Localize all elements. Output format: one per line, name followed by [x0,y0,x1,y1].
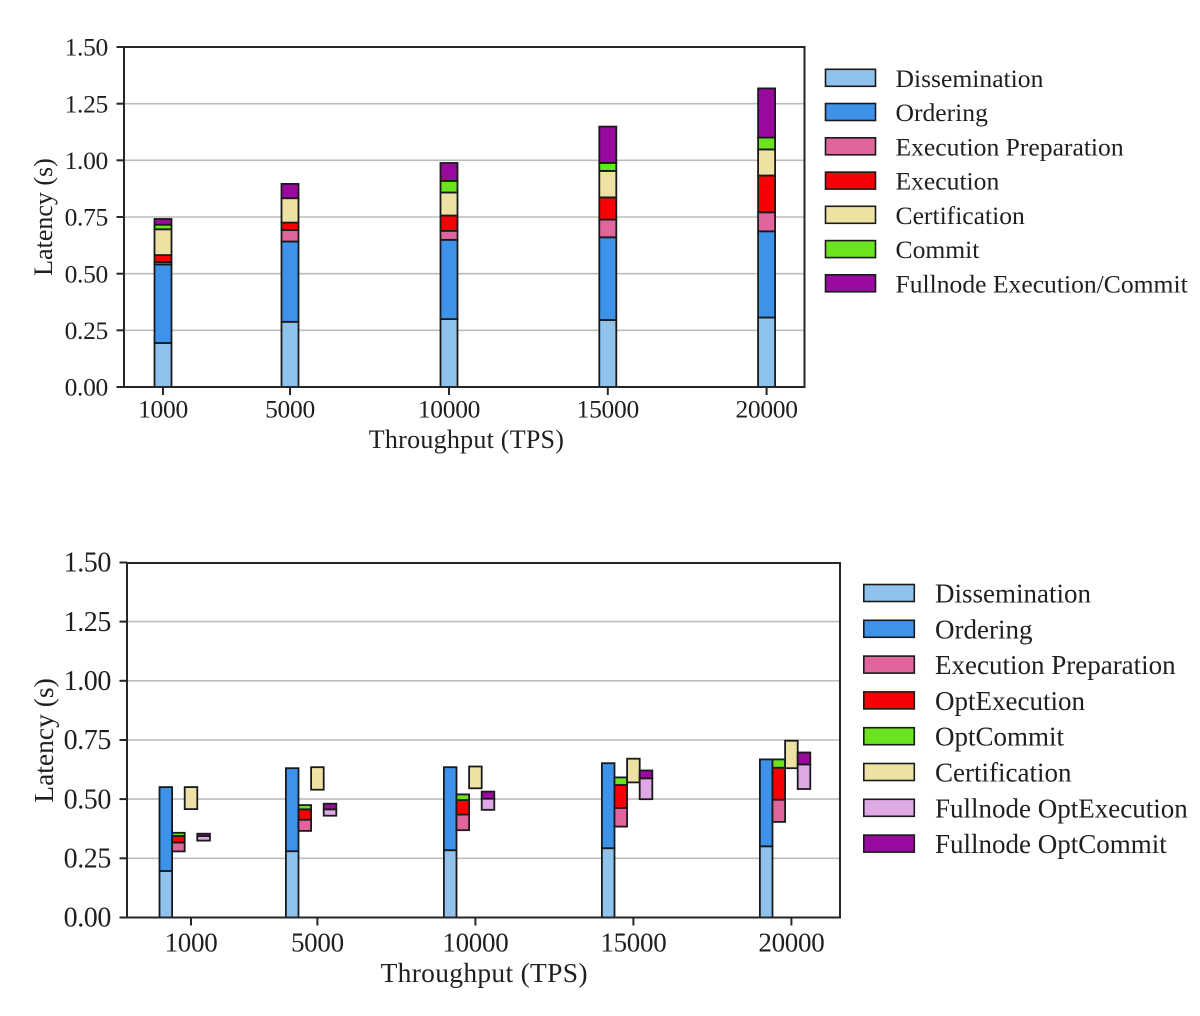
svg-text:Dissemination: Dissemination [935,579,1091,609]
svg-text:0.25: 0.25 [65,316,108,345]
svg-text:0.50: 0.50 [65,259,108,288]
svg-text:15000: 15000 [577,395,639,424]
svg-text:OptCommit: OptCommit [935,722,1065,752]
svg-text:OptExecution: OptExecution [935,686,1085,716]
svg-text:Throughput (TPS): Throughput (TPS) [369,425,564,454]
svg-text:20000: 20000 [735,395,797,424]
svg-text:1.50: 1.50 [65,33,108,62]
svg-text:1000: 1000 [138,395,188,424]
svg-text:10000: 10000 [418,395,480,424]
svg-text:0.00: 0.00 [64,903,111,934]
svg-text:0.75: 0.75 [64,725,111,756]
svg-text:Execution Preparation: Execution Preparation [896,132,1124,161]
svg-text:Fullnode Execution/Commit: Fullnode Execution/Commit [896,269,1188,298]
svg-text:0.25: 0.25 [64,844,111,875]
svg-text:Certification: Certification [935,758,1072,788]
svg-text:Fullnode OptCommit: Fullnode OptCommit [935,829,1167,859]
svg-text:1.50: 1.50 [64,548,111,579]
svg-text:Ordering: Ordering [935,614,1032,644]
svg-text:10000: 10000 [442,927,508,957]
svg-text:0.00: 0.00 [65,373,108,402]
svg-text:Execution Preparation: Execution Preparation [935,650,1176,680]
svg-text:0.75: 0.75 [65,203,108,232]
svg-text:1.25: 1.25 [64,607,111,638]
svg-text:Latency (s): Latency (s) [28,678,59,802]
svg-text:Ordering: Ordering [896,98,989,127]
svg-text:Throughput (TPS): Throughput (TPS) [381,957,588,988]
svg-text:Fullnode OptExecution: Fullnode OptExecution [935,793,1188,823]
svg-text:5000: 5000 [291,927,344,957]
svg-text:Latency (s): Latency (s) [29,158,58,276]
svg-text:1.00: 1.00 [64,666,111,697]
svg-text:Execution: Execution [896,167,1000,196]
svg-text:1.00: 1.00 [65,146,108,175]
svg-text:Commit: Commit [896,235,980,264]
svg-text:1.25: 1.25 [65,89,108,118]
svg-text:5000: 5000 [265,395,315,424]
svg-text:Dissemination: Dissemination [896,64,1044,93]
svg-text:1000: 1000 [165,927,218,957]
svg-text:Certification: Certification [896,201,1026,230]
svg-text:20000: 20000 [758,927,824,957]
svg-text:0.50: 0.50 [64,784,111,815]
svg-text:15000: 15000 [600,927,666,957]
